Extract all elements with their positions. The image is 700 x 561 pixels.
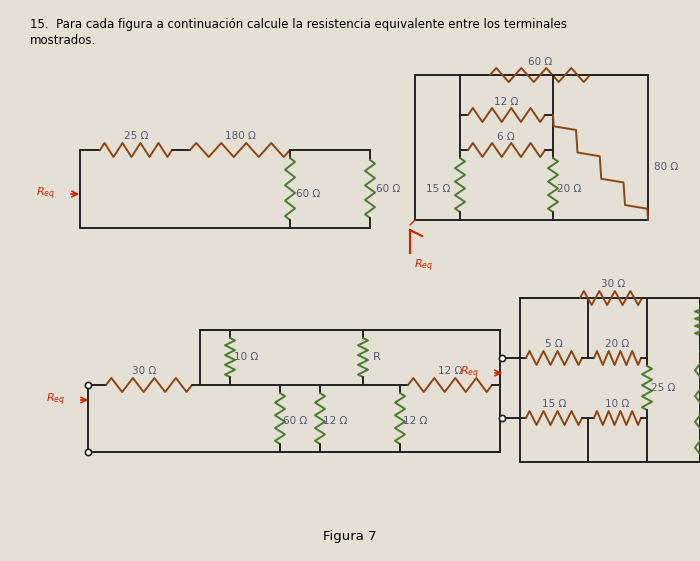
Text: 80 Ω: 80 Ω (654, 162, 678, 172)
Text: 10 Ω: 10 Ω (234, 352, 258, 362)
Text: 30 Ω: 30 Ω (601, 279, 625, 289)
Text: mostrados.: mostrados. (30, 34, 97, 47)
Text: 15 Ω: 15 Ω (426, 184, 450, 194)
Text: 5 Ω: 5 Ω (545, 339, 563, 349)
Text: 30 Ω: 30 Ω (132, 366, 156, 376)
Text: R: R (373, 352, 381, 362)
Text: 12 Ω: 12 Ω (438, 366, 462, 376)
Text: 10 Ω: 10 Ω (605, 399, 629, 409)
Text: $R_{eq}$: $R_{eq}$ (414, 258, 433, 274)
Text: 6 Ω: 6 Ω (497, 132, 515, 142)
Text: 60 Ω: 60 Ω (376, 184, 400, 194)
Text: 180 Ω: 180 Ω (225, 131, 256, 141)
Text: 12 Ω: 12 Ω (323, 416, 347, 426)
Text: 15.  Para cada figura a continuación calcule la resistencia equivalente entre lo: 15. Para cada figura a continuación calc… (30, 18, 567, 31)
Text: 25 Ω: 25 Ω (651, 383, 676, 393)
Text: 25 Ω: 25 Ω (124, 131, 148, 141)
Text: 12 Ω: 12 Ω (402, 416, 427, 426)
Text: 20 Ω: 20 Ω (557, 184, 581, 194)
Text: $R_{eq}$: $R_{eq}$ (460, 365, 479, 381)
Text: Figura 7: Figura 7 (323, 530, 377, 543)
Text: 15 Ω: 15 Ω (542, 399, 566, 409)
Text: 20 Ω: 20 Ω (605, 339, 629, 349)
Text: 12 Ω: 12 Ω (494, 97, 518, 107)
Text: 60 Ω: 60 Ω (296, 189, 320, 199)
Text: $R_{eq}$: $R_{eq}$ (36, 186, 55, 202)
Text: $R_{eq}$: $R_{eq}$ (46, 392, 65, 408)
Text: 60 Ω: 60 Ω (528, 57, 552, 67)
Text: 60 Ω: 60 Ω (283, 416, 307, 426)
